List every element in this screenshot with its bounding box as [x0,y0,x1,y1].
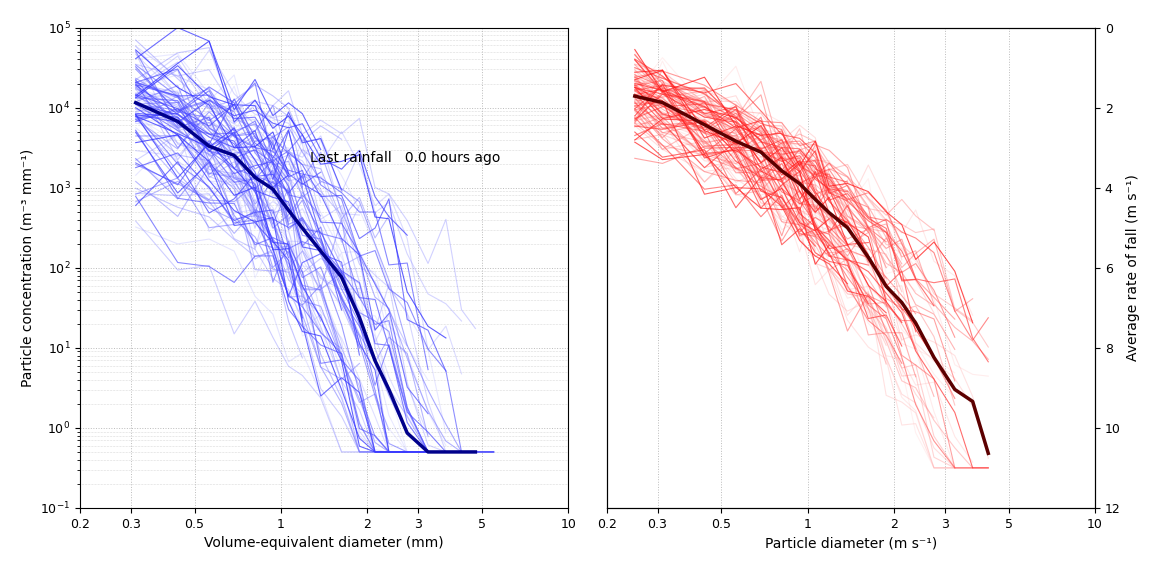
X-axis label: Particle diameter (m s⁻¹): Particle diameter (m s⁻¹) [765,536,937,550]
X-axis label: Volume-equivalent diameter (mm): Volume-equivalent diameter (mm) [204,536,444,550]
Text: Last rainfall   0.0 hours ago: Last rainfall 0.0 hours ago [310,151,500,165]
Y-axis label: Particle concentration (m⁻³ mm⁻¹): Particle concentration (m⁻³ mm⁻¹) [21,148,35,387]
Y-axis label: Average rate of fall (m s⁻¹): Average rate of fall (m s⁻¹) [1126,174,1140,361]
